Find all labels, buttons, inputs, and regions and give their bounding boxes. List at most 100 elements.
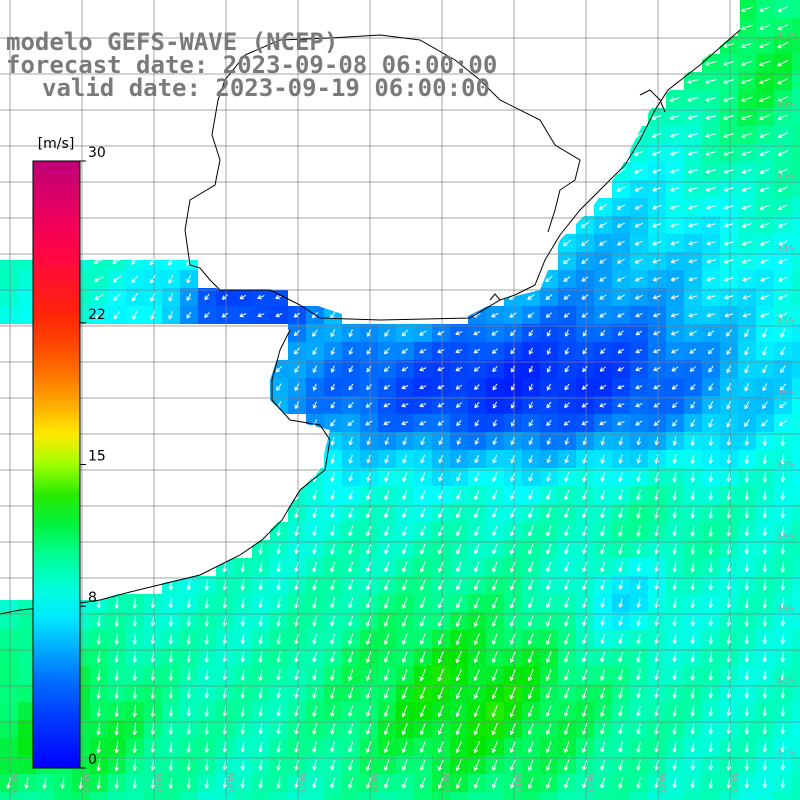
wind-arrow: [276, 741, 281, 753]
wind-cell: [792, 720, 800, 738]
wind-arrow: [780, 597, 786, 609]
wind-arrow: [636, 669, 641, 681]
wind-arrow: [724, 223, 734, 228]
wind-cell: [792, 306, 800, 324]
wind-arrow: [222, 633, 228, 645]
wind-cell: [18, 720, 36, 738]
wind-arrow: [150, 741, 156, 753]
wind-arrow: [725, 329, 732, 337]
wind-arrow: [618, 687, 623, 699]
wind-arrow: [222, 723, 228, 735]
wind-arrow: [114, 633, 120, 645]
wind-arrow: [708, 579, 714, 591]
wind-arrow: [419, 651, 426, 663]
wind-cell: [792, 72, 800, 90]
wind-arrow: [528, 472, 534, 482]
wind-arrow: [419, 705, 426, 718]
wind-arrow: [599, 384, 607, 390]
wind-cell: [792, 216, 800, 234]
wind-arrow: [581, 240, 589, 247]
wind-arrow: [705, 115, 717, 120]
wind-arrow: [780, 616, 786, 627]
wind-arrow: [654, 705, 659, 717]
wind-arrow: [778, 294, 788, 300]
wind-arrow: [546, 401, 552, 409]
wind-arrow: [204, 293, 210, 301]
wind-arrow: [258, 633, 263, 645]
wind-arrow: [221, 312, 229, 318]
wind-arrow: [456, 525, 462, 537]
wind-arrow: [258, 687, 263, 699]
wind-arrow: [492, 472, 498, 482]
wind-arrow: [221, 294, 228, 300]
wind-arrow: [564, 580, 570, 591]
colorbar-tick-label: 8: [88, 590, 97, 606]
wind-arrow: [726, 598, 732, 609]
wind-arrow: [437, 777, 444, 789]
wind-arrow: [437, 330, 445, 336]
wind-arrow: [491, 579, 498, 591]
wind-arrow: [528, 561, 534, 573]
wind-arrow: [780, 525, 786, 537]
wind-arrow: [636, 454, 642, 464]
wind-arrow: [186, 777, 192, 789]
wind-cell: [180, 792, 198, 800]
wind-arrow: [777, 6, 789, 13]
wind-arrow: [723, 78, 735, 84]
wind-arrow: [312, 705, 317, 717]
wind-cell: [792, 684, 800, 702]
wind-arrow: [760, 312, 770, 318]
wind-arrow: [455, 651, 462, 664]
wind-arrow: [437, 366, 445, 372]
wind-arrow: [618, 651, 623, 663]
wind-arrow: [402, 561, 408, 573]
wind-arrow: [616, 240, 625, 246]
wind-arrow: [132, 310, 138, 320]
wind-arrow: [114, 705, 120, 718]
wind-arrow: [275, 312, 283, 318]
wind-arrow: [401, 366, 409, 372]
wind-arrow: [222, 597, 228, 609]
wind-arrow: [582, 347, 588, 355]
wind-arrow: [455, 669, 462, 682]
wind-arrow: [94, 276, 104, 282]
wind-arrow: [419, 402, 427, 408]
wind-arrow: [581, 402, 589, 408]
wind-arrow: [726, 400, 732, 410]
wind-arrow: [741, 240, 752, 246]
wind-arrow: [546, 580, 552, 591]
longitude-label: 56W: [370, 772, 381, 795]
wind-arrow: [258, 579, 264, 591]
wind-arrow: [564, 507, 570, 519]
wind-arrow: [276, 383, 282, 391]
wind-arrow: [330, 401, 336, 409]
wind-arrow: [705, 169, 717, 174]
wind-arrow: [636, 543, 641, 555]
wind-arrow: [726, 436, 732, 446]
wind-arrow: [150, 687, 156, 699]
wind-arrow: [365, 651, 372, 663]
wind-arrow: [600, 348, 606, 354]
wind-cell: [432, 792, 450, 800]
wind-arrow: [690, 454, 696, 465]
wind-arrow: [438, 472, 444, 482]
wind-arrow: [492, 561, 498, 573]
wind-arrow: [383, 669, 390, 681]
wind-arrow: [365, 741, 372, 753]
wind-arrow: [726, 561, 732, 573]
wind-arrow: [708, 507, 714, 519]
wind-arrow: [742, 277, 752, 282]
wind-arrow: [780, 687, 786, 699]
wind-arrow: [654, 543, 659, 555]
wind-arrow: [582, 526, 588, 537]
wind-arrow: [347, 419, 355, 427]
wind-cell: [792, 648, 800, 666]
wind-arrow: [600, 329, 606, 337]
wind-arrow: [564, 669, 570, 681]
wind-arrow: [42, 777, 47, 789]
wind-arrow: [528, 543, 534, 555]
wind-arrow: [653, 402, 661, 408]
wind-arrow: [546, 562, 552, 573]
wind-arrow: [491, 669, 498, 681]
wind-arrow: [777, 24, 789, 31]
